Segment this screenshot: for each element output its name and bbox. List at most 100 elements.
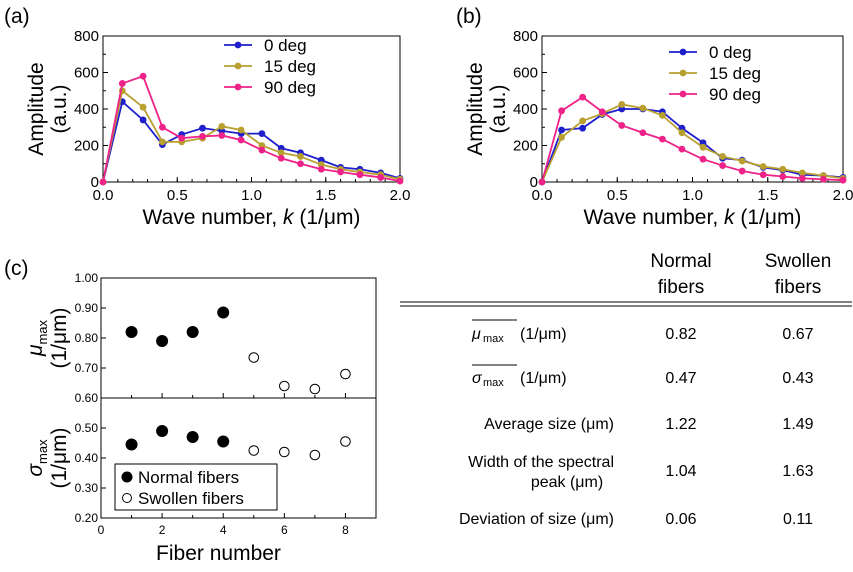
panel-label-c: (c) [4, 257, 29, 280]
legend-marker [234, 83, 242, 91]
data-point [579, 124, 587, 132]
data-point [258, 130, 266, 138]
x-tick-label: 1.0 [682, 187, 703, 204]
table-row-label-sigma-sub: max [483, 377, 504, 389]
data-point [218, 122, 226, 130]
data-point [178, 134, 186, 142]
legend-marker [679, 69, 687, 77]
x-tick-label: 0 [98, 523, 105, 537]
data-point [759, 163, 767, 170]
data-point [217, 306, 230, 319]
legend-marker [234, 41, 242, 49]
table-row-label-line2: peak (μm) [531, 474, 603, 491]
data-point [118, 80, 126, 87]
y-tick-label: 0.60 [75, 391, 99, 405]
plot-frame-top [100, 277, 377, 399]
series-line-1 [102, 89, 401, 183]
data-point [186, 326, 199, 338]
data-point [598, 108, 606, 116]
data-point [719, 162, 726, 169]
table-row: Deviation of size (μm) 0.06 0.11 [459, 511, 813, 528]
data-point [159, 123, 166, 131]
x-tick-label: 1.5 [757, 187, 778, 204]
data-point [217, 435, 230, 448]
data-point [678, 145, 686, 153]
data-point [738, 167, 746, 175]
mu-axis-label: μmax [24, 319, 50, 357]
series-line-2 [102, 75, 401, 183]
data-point [639, 104, 647, 112]
y-tick-label: 400 [513, 101, 538, 118]
table-cell-normal: 0.06 [665, 511, 696, 528]
data-point [340, 436, 351, 447]
data-point [779, 173, 787, 180]
data-point [639, 129, 647, 137]
series-line-2 [541, 96, 844, 183]
y-tick-label: 0.40 [75, 451, 99, 465]
table-cell-normal: 0.47 [665, 370, 696, 387]
panel-label-b: (b) [456, 5, 482, 28]
plot-frame [102, 35, 401, 183]
table-header-swollen-2: fibers [775, 277, 821, 298]
x-axis-label: Wave number, k (1/μm) [143, 206, 361, 229]
data-point [820, 175, 827, 183]
data-point [678, 129, 686, 137]
y-tick-label: 1.00 [75, 271, 99, 285]
data-point [186, 431, 199, 443]
series-line-1 [541, 103, 844, 183]
data-point [659, 135, 666, 143]
y-tick-label: 200 [513, 138, 538, 155]
table-cell-swollen: 0.43 [782, 370, 813, 387]
legend-marker [122, 493, 132, 503]
table-row-label-sigma: σ [472, 370, 483, 387]
table-row: σ max (1/μm) 0.47 0.43 [472, 364, 814, 389]
data-point [579, 93, 587, 101]
table-row-label: Average size (μm) [484, 416, 614, 433]
y-tick-label: 0 [530, 174, 538, 191]
data-point [719, 153, 726, 160]
data-point [340, 368, 351, 380]
data-point [125, 438, 138, 451]
legend-label: 0 deg [264, 36, 307, 55]
legend-marker [679, 48, 687, 56]
y-tick-label: 0.70 [75, 361, 99, 375]
data-point [237, 126, 245, 134]
data-point [779, 165, 787, 173]
legend-label: Normal fibers [138, 468, 239, 487]
data-point [356, 171, 364, 179]
x-tick-label: 0.0 [532, 187, 553, 204]
table-header-normal-1: Normal [650, 251, 711, 272]
table-cell-swollen: 1.63 [782, 463, 813, 480]
x-tick-label: 0.5 [167, 187, 188, 204]
data-point [248, 445, 260, 456]
panel-label-a: (a) [4, 5, 30, 28]
legend-marker [234, 62, 242, 70]
x-tick-label: 2.0 [390, 187, 411, 204]
table-row-label-mu: μ [471, 326, 481, 343]
table-row-label: Deviation of size (μm) [459, 511, 614, 528]
legend-marker [121, 471, 133, 483]
data-point [277, 149, 285, 157]
data-point [156, 425, 169, 437]
data-point [309, 383, 321, 395]
table-header-normal-2: fibers [658, 277, 704, 298]
legend-label: 15 deg [709, 64, 761, 83]
y-tick-label: 0.80 [75, 331, 99, 345]
table-row: μ max (1/μm) 0.82 0.67 [471, 319, 814, 345]
y-axis-label: Amplitude [464, 62, 487, 155]
x-tick-label: 1.5 [315, 187, 336, 204]
y-tick-label: 0.20 [75, 511, 99, 525]
data-point [139, 72, 147, 80]
table-cell-swollen: 1.49 [782, 416, 813, 433]
data-point [396, 177, 404, 185]
legend-label: 90 deg [709, 85, 761, 104]
legend-label: 15 deg [264, 57, 316, 76]
legend-marker [679, 90, 687, 98]
y-tick-label: 400 [74, 101, 99, 118]
y-tick-label: 0.30 [75, 481, 99, 495]
x-tick-label: 4 [220, 523, 227, 537]
x-tick-label: 0.5 [607, 187, 628, 204]
y-tick-label: 800 [74, 28, 99, 45]
data-point [699, 155, 707, 163]
data-point [558, 133, 565, 141]
